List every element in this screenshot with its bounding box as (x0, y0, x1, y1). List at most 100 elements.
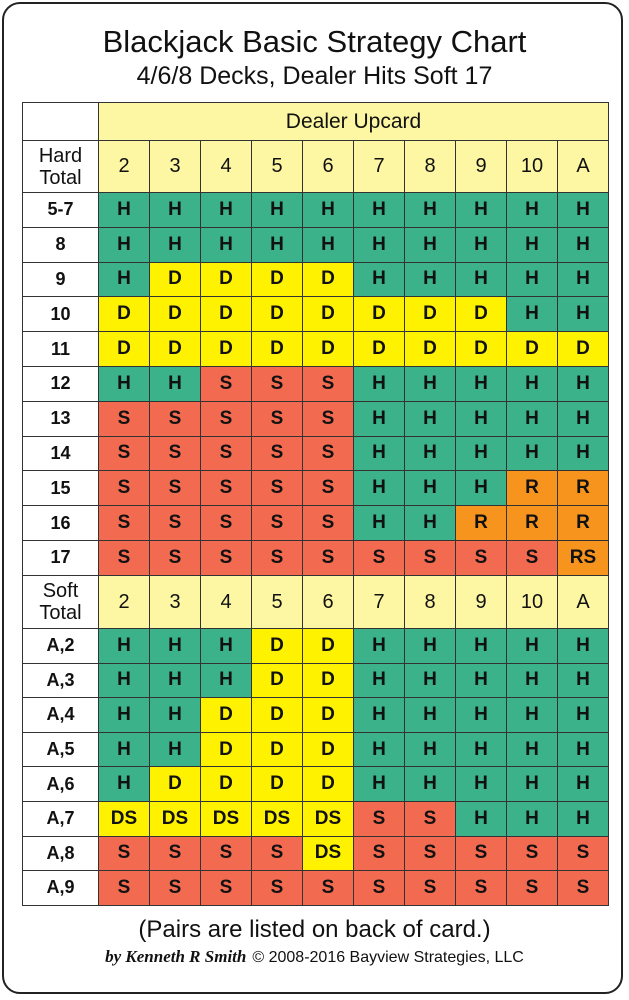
upcard: A (557, 140, 609, 193)
action-cell: D (149, 766, 201, 802)
upcard-label: Dealer Upcard (98, 102, 609, 141)
action-cell: S (251, 470, 303, 507)
action-cell: D (302, 628, 354, 664)
action-cell: H (506, 662, 558, 699)
action-cell: S (98, 505, 150, 541)
action-cell: S (149, 435, 201, 472)
footnote: (Pairs are listed on back of card.) (138, 916, 491, 943)
action-cell: S (200, 366, 252, 402)
action-cell: R (506, 505, 558, 541)
upcard: 2 (98, 575, 150, 629)
action-cell: S (200, 540, 252, 576)
action-cell: H (353, 192, 405, 228)
action-cell: D (302, 296, 354, 333)
row-label: 9 (22, 261, 99, 298)
action-cell: H (455, 366, 507, 402)
action-cell: DS (302, 801, 354, 837)
upcard: 6 (302, 575, 354, 629)
action-cell: H (455, 192, 507, 228)
action-cell: H (455, 766, 507, 802)
action-cell: H (353, 697, 405, 733)
action-cell: S (98, 870, 150, 906)
action-cell: D (404, 331, 456, 367)
card-border (2, 2, 623, 994)
action-cell: S (200, 870, 252, 906)
upcard: 10 (506, 140, 558, 193)
row-label: A,9 (22, 870, 99, 906)
action-cell: H (557, 697, 609, 733)
action-cell: H (149, 662, 201, 699)
action-cell: H (353, 400, 405, 437)
action-cell: S (404, 835, 456, 872)
action-cell: H (506, 366, 558, 402)
action-cell: S (302, 435, 354, 472)
action-cell: H (404, 226, 456, 263)
row-label: 5-7 (22, 192, 99, 228)
action-cell: D (200, 766, 252, 802)
action-cell: H (98, 261, 150, 298)
action-cell: S (251, 540, 303, 576)
action-cell: S (98, 470, 150, 507)
action-cell: H (98, 697, 150, 733)
row-label: A,7 (22, 801, 99, 837)
row-label: 10 (22, 296, 99, 333)
row-label: 17 (22, 540, 99, 576)
action-cell: S (455, 540, 507, 576)
action-cell: H (506, 628, 558, 664)
action-cell: D (302, 697, 354, 733)
upcard: 10 (506, 575, 558, 629)
action-cell: H (557, 296, 609, 333)
action-cell: H (98, 662, 150, 699)
action-cell: S (251, 835, 303, 872)
row-label: A,8 (22, 835, 99, 872)
action-cell: S (353, 870, 405, 906)
upcard: 7 (353, 575, 405, 629)
action-cell: H (149, 731, 201, 768)
action-cell: S (149, 540, 201, 576)
action-cell: DS (98, 801, 150, 837)
action-cell: S (251, 505, 303, 541)
action-cell: D (200, 697, 252, 733)
action-cell: H (353, 766, 405, 802)
action-cell: H (557, 192, 609, 228)
action-cell: S (302, 505, 354, 541)
upcard: 6 (302, 140, 354, 193)
action-cell: H (455, 801, 507, 837)
action-cell: S (149, 870, 201, 906)
action-cell: S (455, 870, 507, 906)
action-cell: H (251, 226, 303, 263)
upcard: 3 (149, 140, 201, 193)
action-cell: S (98, 435, 150, 472)
action-cell: H (557, 801, 609, 837)
action-cell: H (149, 226, 201, 263)
action-cell: H (200, 192, 252, 228)
action-cell: D (200, 296, 252, 333)
action-cell: S (353, 835, 405, 872)
action-cell: H (455, 261, 507, 298)
action-cell: H (98, 766, 150, 802)
action-cell: H (149, 192, 201, 228)
action-cell: S (557, 870, 609, 906)
action-cell: H (404, 400, 456, 437)
action-cell: H (353, 628, 405, 664)
action-cell: S (302, 870, 354, 906)
action-cell: D (557, 331, 609, 367)
action-cell: S (149, 505, 201, 541)
action-cell: H (506, 226, 558, 263)
action-cell: H (353, 505, 405, 541)
action-cell: H (353, 435, 405, 472)
action-cell: S (404, 801, 456, 837)
row-label: 16 (22, 505, 99, 541)
action-cell: S (302, 400, 354, 437)
action-cell: S (455, 835, 507, 872)
action-cell: D (251, 766, 303, 802)
action-cell: H (404, 470, 456, 507)
action-cell: H (557, 435, 609, 472)
action-cell: S (200, 435, 252, 472)
action-cell: H (404, 192, 456, 228)
corner-cell (22, 102, 99, 141)
action-cell: S (353, 801, 405, 837)
action-cell: D (200, 331, 252, 367)
action-cell: RS (557, 540, 609, 576)
